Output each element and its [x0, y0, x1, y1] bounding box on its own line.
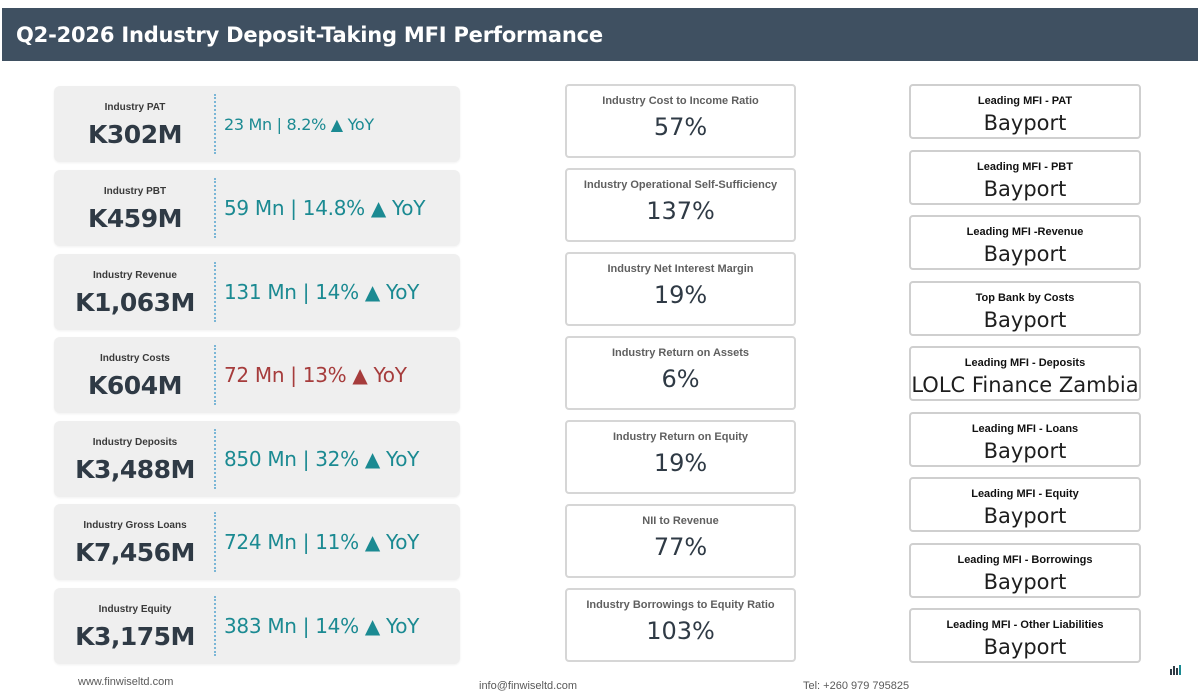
ratio-value: 77% — [653, 533, 708, 561]
ratio-card-nim: Industry Net Interest Margin 19% — [565, 252, 796, 326]
ratio-value: 57% — [653, 113, 708, 141]
kpi-value: K1,063M — [75, 288, 195, 317]
kpi-divider — [214, 94, 216, 154]
kpi-value: K459M — [88, 204, 182, 233]
leader-card-revenue: Leading MFI -Revenue Bayport — [909, 215, 1141, 270]
ratio-label: Industry Return on Assets — [611, 347, 750, 359]
kpi-growth: 850 Mn | 32% ▲ YoY — [224, 447, 420, 471]
footer-email-link[interactable]: info@finwiseltd.com — [479, 680, 577, 692]
leader-label: Leading MFI - Equity — [971, 488, 1079, 500]
kpi-card-pat: Industry PAT K302M 23 Mn | 8.2% ▲ YoY — [54, 86, 460, 162]
ratio-value: 103% — [646, 617, 715, 645]
ratio-value: 19% — [653, 281, 708, 309]
kpi-growth: 131 Mn | 14% ▲ YoY — [224, 280, 420, 304]
leader-card-deposits: Leading MFI - Deposits LOLC Finance Zamb… — [909, 346, 1141, 401]
kpi-divider — [214, 512, 216, 572]
leader-card-equity: Leading MFI - Equity Bayport — [909, 477, 1141, 532]
ratio-label: Industry Operational Self-Sufficiency — [583, 179, 778, 191]
leader-value: Bayport — [983, 504, 1067, 528]
kpi-card-gross-loans: Industry Gross Loans K7,456M 724 Mn | 11… — [54, 504, 460, 580]
kpi-growth: 59 Mn | 14.8% ▲ YoY — [224, 196, 426, 220]
finwise-logo-icon — [1170, 665, 1181, 675]
kpi-value: K3,488M — [75, 455, 195, 484]
ratio-card-oss: Industry Operational Self-Sufficiency 13… — [565, 168, 796, 242]
ratio-label: Industry Cost to Income Ratio — [602, 95, 759, 107]
ratio-label: Industry Net Interest Margin — [607, 263, 754, 275]
kpi-divider — [214, 345, 216, 405]
leader-value: LOLC Finance Zambia — [911, 373, 1139, 397]
kpi-card-revenue: Industry Revenue K1,063M 131 Mn | 14% ▲ … — [54, 254, 460, 330]
ratio-label: Industry Return on Equity — [612, 431, 749, 443]
kpi-label: Industry Revenue — [93, 270, 177, 281]
leader-value: Bayport — [983, 635, 1067, 659]
kpi-card-costs: Industry Costs K604M 72 Mn | 13% ▲ YoY — [54, 337, 460, 413]
leader-label: Leading MFI - PBT — [977, 161, 1073, 173]
leader-value: Bayport — [983, 439, 1067, 463]
ratio-card-nii-to-revenue: NII to Revenue 77% — [565, 504, 796, 578]
kpi-card-deposits: Industry Deposits K3,488M 850 Mn | 32% ▲… — [54, 421, 460, 497]
leader-label: Top Bank by Costs — [975, 292, 1075, 304]
ratio-label: Industry Borrowings to Equity Ratio — [586, 599, 775, 611]
kpi-value: K604M — [88, 371, 182, 400]
kpi-label: Industry Deposits — [92, 437, 178, 448]
leader-label: Leading MFI - Loans — [971, 423, 1079, 435]
leader-value: Bayport — [983, 177, 1067, 201]
leader-label: Leading MFI - Deposits — [964, 357, 1086, 369]
leader-value: Bayport — [983, 308, 1067, 332]
ratio-card-roe: Industry Return on Equity 19% — [565, 420, 796, 494]
leader-card-borrowings: Leading MFI - Borrowings Bayport — [909, 543, 1141, 598]
footer-website-link[interactable]: www.finwiseltd.com — [78, 676, 174, 688]
leader-label: Leading MFI - Other Liabilities — [946, 619, 1104, 631]
leader-card-pbt: Leading MFI - PBT Bayport — [909, 150, 1141, 205]
kpi-card-equity: Industry Equity K3,175M 383 Mn | 14% ▲ Y… — [54, 588, 460, 664]
ratio-card-cost-to-income: Industry Cost to Income Ratio 57% — [565, 84, 796, 158]
kpi-label: Industry PAT — [104, 102, 166, 113]
kpi-divider — [214, 262, 216, 322]
leader-value: Bayport — [983, 570, 1067, 594]
kpi-divider — [214, 178, 216, 238]
kpi-label: Industry Gross Loans — [83, 520, 187, 531]
header-bar: Q2-2026 Industry Deposit-Taking MFI Perf… — [2, 8, 1198, 61]
kpi-divider — [214, 429, 216, 489]
leader-value: Bayport — [983, 242, 1067, 266]
ratio-value: 137% — [646, 197, 715, 225]
ratio-card-borrowings-to-equity: Industry Borrowings to Equity Ratio 103% — [565, 588, 796, 662]
kpi-value: K3,175M — [75, 622, 195, 651]
kpi-label: Industry PBT — [103, 186, 167, 197]
kpi-growth: 383 Mn | 14% ▲ YoY — [224, 614, 420, 638]
leader-card-loans: Leading MFI - Loans Bayport — [909, 412, 1141, 467]
kpi-value: K302M — [88, 120, 182, 149]
kpi-label: Industry Equity — [98, 604, 172, 615]
kpi-divider — [214, 596, 216, 656]
kpi-growth: 72 Mn | 13% ▲ YoY — [224, 363, 407, 387]
kpi-growth: 724 Mn | 11% ▲ YoY — [224, 530, 420, 554]
leader-label: Leading MFI -Revenue — [966, 226, 1084, 238]
page-title: Q2-2026 Industry Deposit-Taking MFI Perf… — [16, 22, 603, 47]
ratio-card-roa: Industry Return on Assets 6% — [565, 336, 796, 410]
kpi-label: Industry Costs — [99, 353, 170, 364]
leader-label: Leading MFI - Borrowings — [957, 554, 1093, 566]
footer-phone: Tel: +260 979 795825 — [803, 680, 910, 692]
leader-value: Bayport — [983, 111, 1067, 135]
leader-label: Leading MFI - PAT — [977, 95, 1073, 107]
leader-card-pat: Leading MFI - PAT Bayport — [909, 84, 1141, 139]
kpi-growth: 23 Mn | 8.2% ▲ YoY — [224, 114, 374, 134]
kpi-card-pbt: Industry PBT K459M 59 Mn | 14.8% ▲ YoY — [54, 170, 460, 246]
leader-card-other-liabilities: Leading MFI - Other Liabilities Bayport — [909, 608, 1141, 663]
kpi-value: K7,456M — [75, 538, 195, 567]
ratio-value: 19% — [653, 449, 708, 477]
leader-card-costs: Top Bank by Costs Bayport — [909, 281, 1141, 336]
ratio-label: NII to Revenue — [642, 515, 719, 527]
ratio-value: 6% — [661, 365, 700, 393]
